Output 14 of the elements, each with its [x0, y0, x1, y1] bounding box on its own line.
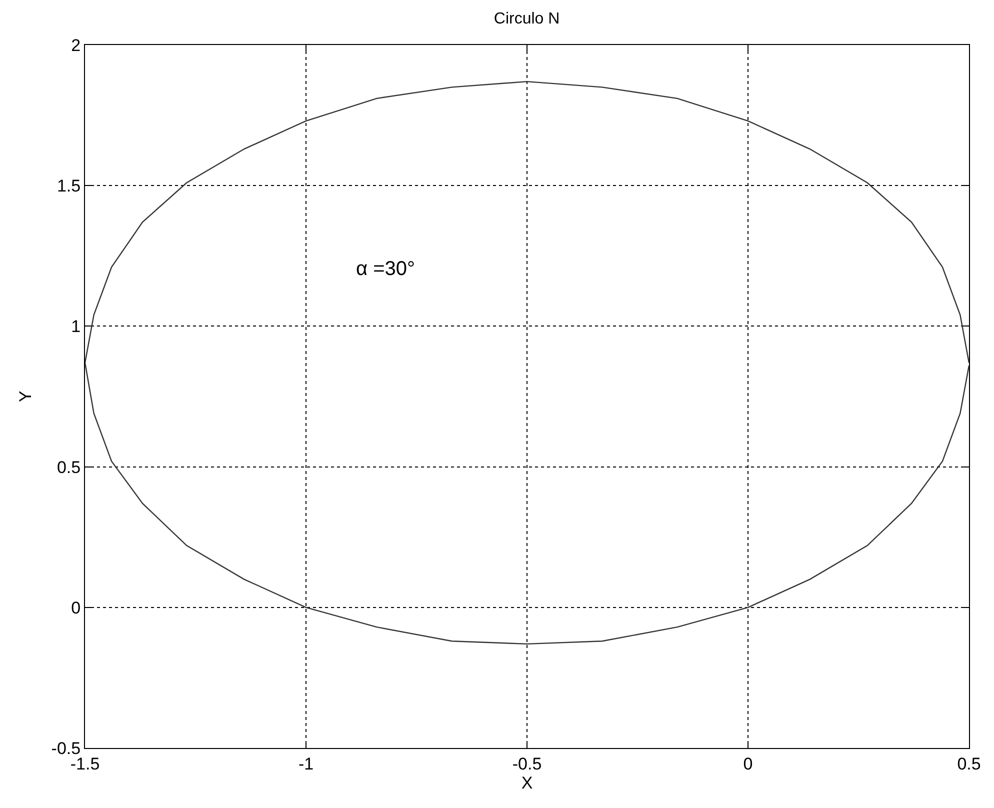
y-tick-label: 0.5	[56, 458, 81, 477]
y-tick-label: 0	[71, 598, 81, 618]
x-tick-label: -0.5	[512, 754, 542, 774]
x-tick-label: -1	[298, 754, 314, 774]
chart-title: Circulo N	[494, 10, 560, 28]
annotation: α =30°	[356, 258, 416, 280]
x-tick-label: 0	[743, 754, 753, 774]
x-axis-title: X	[521, 773, 533, 792]
x-tick-label: 0.5	[957, 754, 981, 774]
y-tick-label: 1.5	[56, 176, 81, 196]
y-axis-title: Y	[16, 390, 35, 402]
y-tick-label: 2	[71, 36, 81, 55]
line-series	[85, 80, 969, 645]
y-tick-label: 1	[71, 317, 81, 336]
